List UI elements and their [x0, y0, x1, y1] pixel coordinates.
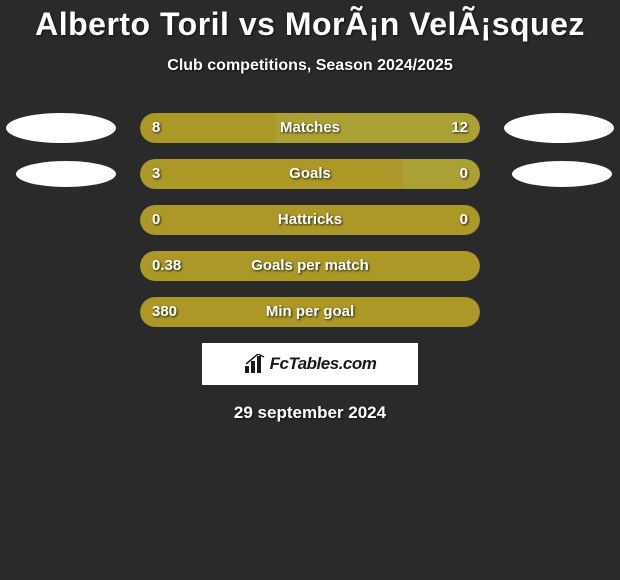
- bar-track: 380 Min per goal: [140, 297, 480, 327]
- left-value: 8: [152, 113, 160, 143]
- date-line: 29 september 2024: [0, 403, 620, 423]
- chart-row: 0 0 Hattricks: [0, 205, 620, 235]
- bar-left: [140, 113, 276, 143]
- player-right-shape: [512, 161, 612, 187]
- fctables-label: FcTables.com: [270, 354, 377, 374]
- bar-left: [140, 159, 402, 189]
- comparison-chart: 8 12 Matches 3 0 Goals 0 0 Hattricks 0.3…: [0, 113, 620, 327]
- right-value: 0: [460, 205, 468, 235]
- chart-row: 3 0 Goals: [0, 159, 620, 189]
- left-value: 3: [152, 159, 160, 189]
- right-value: 12: [451, 113, 468, 143]
- bar-full: [140, 297, 480, 327]
- player-left-shape: [16, 161, 116, 187]
- left-value: 0.38: [152, 251, 181, 281]
- bar-track: 0 0 Hattricks: [140, 205, 480, 235]
- bars-icon: [244, 354, 266, 374]
- page-title: Alberto Toril vs MorÃ¡n VelÃ¡squez: [0, 0, 620, 43]
- bar-right: [276, 113, 480, 143]
- bar-track: 0.38 Goals per match: [140, 251, 480, 281]
- bar-right: [402, 159, 480, 189]
- bar-track: 3 0 Goals: [140, 159, 480, 189]
- right-value: 0: [460, 159, 468, 189]
- left-value: 380: [152, 297, 177, 327]
- chart-row: 380 Min per goal: [0, 297, 620, 327]
- fctables-logo: FcTables.com: [244, 354, 377, 374]
- left-value: 0: [152, 205, 160, 235]
- subtitle: Club competitions, Season 2024/2025: [0, 57, 620, 75]
- player-left-shape: [6, 113, 116, 143]
- chart-row: 8 12 Matches: [0, 113, 620, 143]
- player-right-shape: [504, 113, 614, 143]
- fctables-card: FcTables.com: [202, 343, 418, 385]
- bar-full: [140, 251, 480, 281]
- bar-full: [140, 205, 480, 235]
- bar-track: 8 12 Matches: [140, 113, 480, 143]
- chart-row: 0.38 Goals per match: [0, 251, 620, 281]
